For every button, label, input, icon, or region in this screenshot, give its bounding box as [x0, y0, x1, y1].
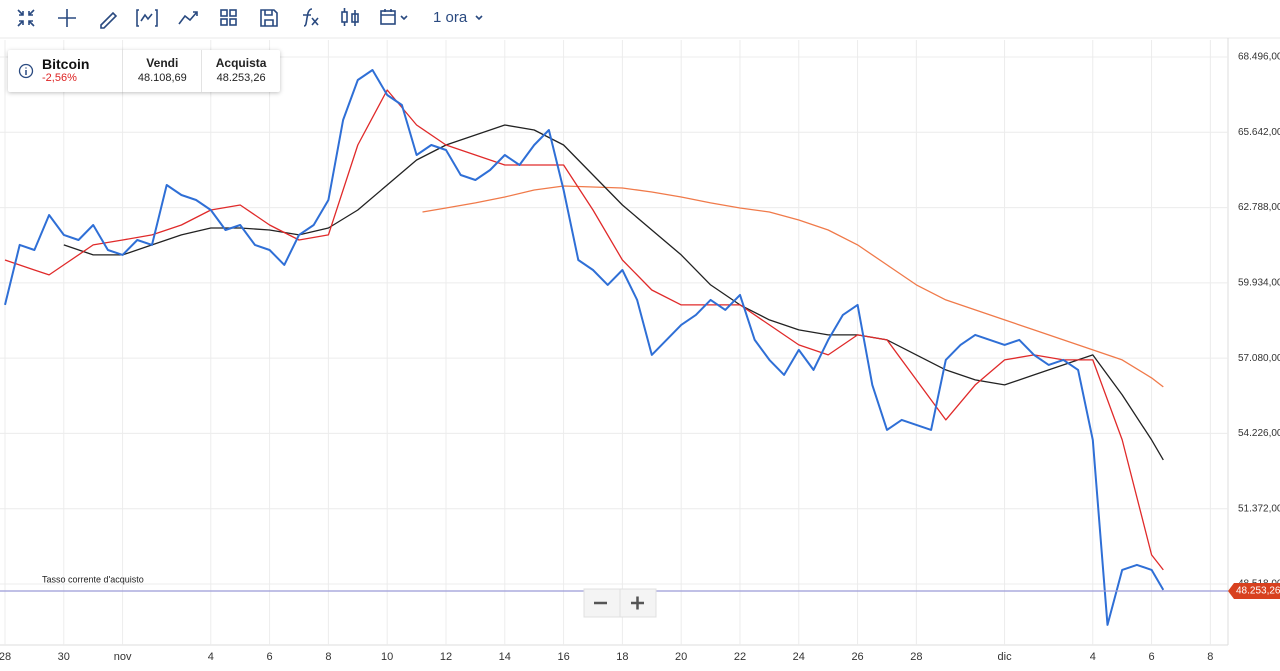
- x-tick-label: 4: [208, 651, 214, 663]
- price-line: [4, 89, 1164, 571]
- price-line: [422, 185, 1164, 388]
- save-icon[interactable]: [260, 9, 278, 27]
- current-rate-label: 48.253,26: [1236, 586, 1280, 597]
- x-tick-label: 22: [734, 651, 746, 663]
- x-tick-label: dic: [998, 651, 1013, 663]
- trend-icon[interactable]: [178, 11, 198, 25]
- zoom-controls: [583, 588, 657, 618]
- y-tick-label: 51.372,00: [1238, 503, 1280, 514]
- x-tick-label: 6: [267, 651, 273, 663]
- zoom-in[interactable]: [631, 596, 644, 610]
- info-icon[interactable]: [18, 63, 34, 79]
- toolbar: [17, 8, 483, 29]
- x-tick-label: 10: [381, 651, 393, 663]
- x-tick-label: nov: [114, 651, 132, 663]
- change: -2,56%: [42, 72, 77, 84]
- layout-icon[interactable]: [220, 9, 237, 26]
- sell-label: Vendi: [146, 56, 179, 70]
- quote-panel: Bitcoin -2,56% Vendi 48.108,69 Acquista 48.…: [8, 50, 280, 92]
- y-tick-label: 59.934,00: [1238, 277, 1280, 288]
- x-tick-label: 28: [910, 651, 922, 663]
- sell-price: 48.108,69: [137, 72, 187, 84]
- interval-dropdown[interactable]: [475, 15, 483, 21]
- x-tick-label: 12: [440, 651, 452, 663]
- buy-price: 48.253,26: [216, 72, 266, 84]
- draw-icon[interactable]: [100, 11, 118, 29]
- buy-label: Acquista: [215, 56, 267, 70]
- calendar-icon[interactable]: [380, 9, 408, 25]
- current-rate-annotation: Tasso corrente d'acquisto: [42, 574, 144, 584]
- crosshair-icon[interactable]: [58, 9, 76, 27]
- x-tick-label: 24: [793, 651, 805, 663]
- y-tick-label: 57.080,00: [1238, 353, 1280, 364]
- x-tick-label: 28: [0, 651, 11, 663]
- y-tick-label: 54.226,00: [1238, 428, 1280, 439]
- x-tick-label: 8: [325, 651, 331, 663]
- sell[interactable]: Vendi 48.108,69: [123, 50, 203, 92]
- candles-icon[interactable]: [341, 8, 359, 26]
- instrument[interactable]: Bitcoin -2,56%: [8, 50, 124, 92]
- y-tick-label: 68.496,00: [1238, 52, 1280, 63]
- y-tick-label: 62.788,00: [1238, 202, 1280, 213]
- price-line: [4, 69, 1165, 626]
- x-tick-label: 26: [851, 651, 863, 663]
- x-tick-label: 8: [1207, 651, 1213, 663]
- instrument-name: Bitcoin: [42, 56, 90, 72]
- indicator-icon[interactable]: [136, 9, 158, 27]
- interval-label[interactable]: 1 ora: [433, 9, 468, 26]
- x-tick-label: 30: [58, 651, 70, 663]
- x-tick-label: 18: [616, 651, 628, 663]
- collapse-icon[interactable]: [17, 9, 35, 27]
- function-icon[interactable]: [303, 8, 319, 27]
- price-line: [63, 124, 1164, 461]
- current-rate-tag: [1228, 582, 1280, 599]
- buy[interactable]: Acquista 48.253,26: [202, 50, 280, 92]
- x-tick-label: 16: [557, 651, 569, 663]
- y-tick-label: 65.642,00: [1238, 127, 1280, 138]
- x-tick-label: 20: [675, 651, 687, 663]
- x-tick-label: 14: [499, 651, 511, 663]
- x-tick-label: 6: [1148, 651, 1154, 663]
- x-tick-label: 4: [1090, 651, 1096, 663]
